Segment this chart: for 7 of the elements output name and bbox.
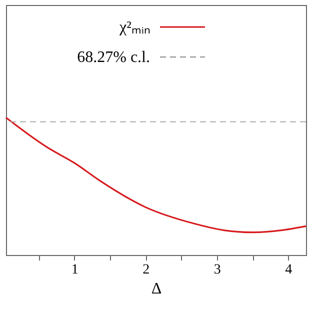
x-tick-label: 1	[71, 262, 78, 278]
x-tick-label: 3	[214, 262, 221, 278]
x-tick-label: 4	[285, 262, 292, 278]
x-tick-label: 2	[142, 262, 150, 278]
legend-label: 68.27% c.l.	[77, 49, 150, 66]
legend-label: χ²ₘᵢₙ	[118, 19, 150, 36]
x-axis-title: Δ	[151, 280, 162, 298]
